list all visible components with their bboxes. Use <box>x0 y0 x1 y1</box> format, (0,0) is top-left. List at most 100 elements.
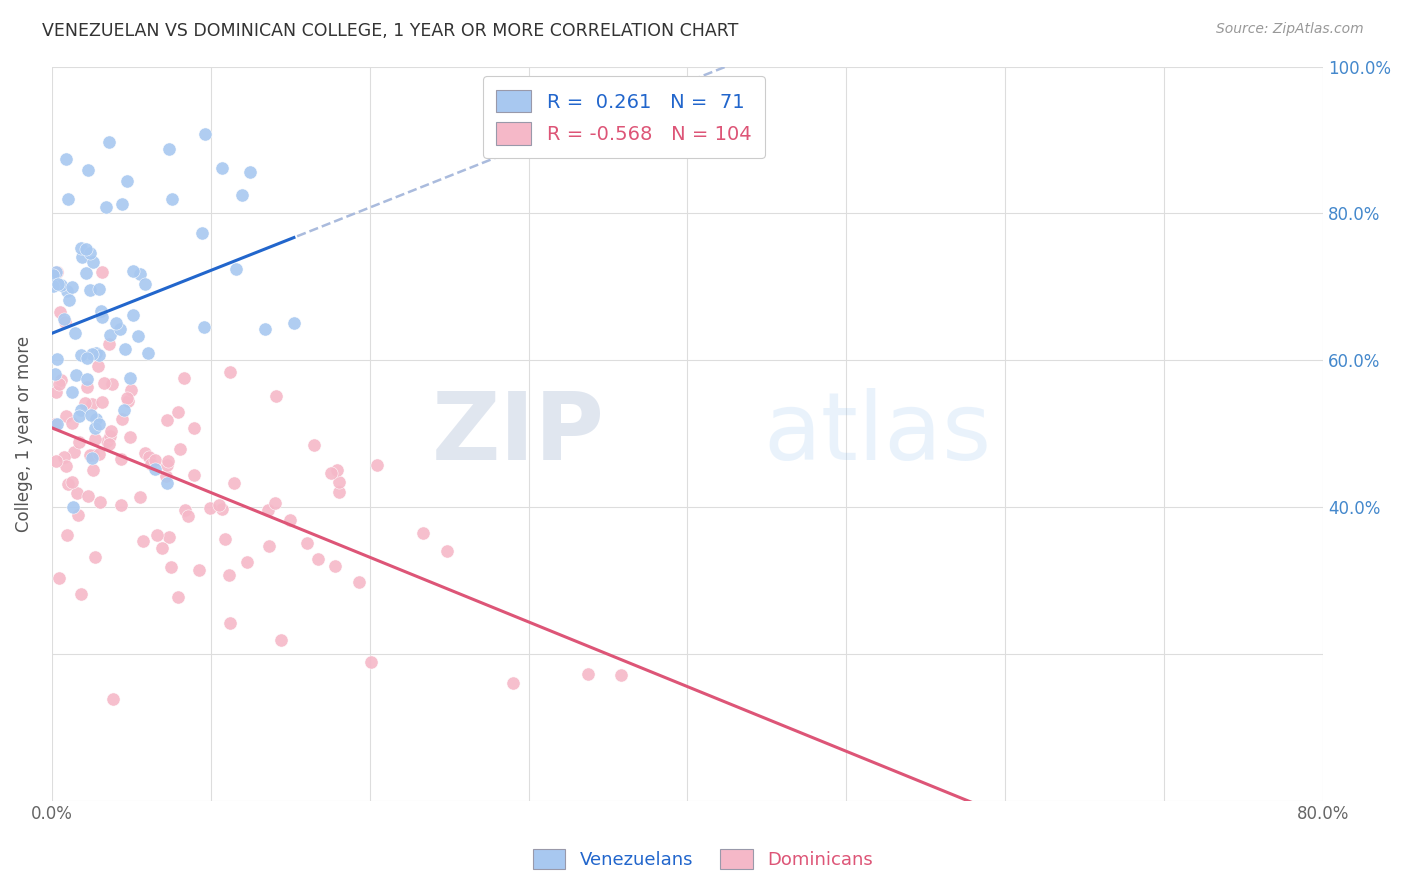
Point <box>82 463 104 477</box>
Point <box>264 496 287 510</box>
Point <box>97 437 120 451</box>
Point <box>156 413 179 427</box>
Text: VENEZUELAN VS DOMINICAN COLLEGE, 1 YEAR OR MORE CORRELATION CHART: VENEZUELAN VS DOMINICAN COLLEGE, 1 YEAR … <box>42 22 738 40</box>
Point <box>70 241 93 255</box>
Point <box>55 152 77 166</box>
Point <box>576 667 599 681</box>
Point <box>89 495 111 509</box>
Point <box>257 539 280 553</box>
Point <box>80 408 103 422</box>
Point <box>122 309 145 323</box>
Point <box>58 293 80 307</box>
Point <box>264 389 287 403</box>
Point <box>53 312 76 326</box>
Point <box>218 365 240 379</box>
Point <box>56 528 79 542</box>
Point <box>84 346 107 360</box>
Point <box>91 310 114 324</box>
Point <box>183 467 205 482</box>
Point <box>502 676 524 690</box>
Point <box>111 196 134 211</box>
Point <box>167 405 190 419</box>
Point <box>156 454 179 468</box>
Point <box>160 192 183 206</box>
Point <box>222 476 245 491</box>
Point <box>45 352 67 367</box>
Point <box>82 255 104 269</box>
Point <box>100 428 122 442</box>
Point <box>76 351 98 365</box>
Point <box>143 452 166 467</box>
Point <box>75 266 97 280</box>
Point <box>76 380 98 394</box>
Point <box>145 527 167 541</box>
Point <box>58 192 80 206</box>
Point <box>117 394 139 409</box>
Point <box>156 476 179 491</box>
Point <box>97 135 120 149</box>
Point <box>45 417 67 431</box>
Point <box>156 458 179 473</box>
Point <box>79 245 101 260</box>
Point <box>238 165 260 179</box>
Point <box>610 668 633 682</box>
Point <box>60 280 83 294</box>
Point <box>214 532 236 546</box>
Point <box>60 475 83 489</box>
Point <box>49 305 72 319</box>
Point <box>56 477 79 491</box>
Point <box>253 322 276 336</box>
Point <box>218 568 240 582</box>
Point <box>328 475 350 490</box>
Point <box>70 587 93 601</box>
Point <box>100 424 122 438</box>
Point <box>231 187 253 202</box>
Point <box>225 262 247 277</box>
Point <box>115 391 138 405</box>
Point <box>155 468 177 483</box>
Point <box>48 376 70 391</box>
Point <box>75 242 97 256</box>
Point <box>347 575 370 590</box>
Point <box>77 163 100 178</box>
Point <box>436 544 458 558</box>
Point <box>157 530 180 544</box>
Point <box>75 396 97 410</box>
Point <box>60 385 83 400</box>
Point <box>127 329 149 343</box>
Text: ZIP: ZIP <box>432 388 605 480</box>
Text: Source: ZipAtlas.com: Source: ZipAtlas.com <box>1216 22 1364 37</box>
Point <box>53 450 76 464</box>
Point <box>360 655 382 669</box>
Point <box>150 541 173 556</box>
Point <box>84 549 107 564</box>
Point <box>321 466 343 480</box>
Point <box>42 268 65 283</box>
Point <box>79 283 101 297</box>
Point <box>169 442 191 457</box>
Point <box>55 458 77 473</box>
Point <box>121 263 143 277</box>
Point <box>46 277 69 291</box>
Point <box>62 500 84 514</box>
Point <box>174 503 197 517</box>
Point <box>79 448 101 462</box>
Point <box>87 417 110 432</box>
Point <box>120 383 142 397</box>
Point <box>65 368 87 382</box>
Point <box>143 462 166 476</box>
Point <box>219 616 242 631</box>
Legend: Venezuelans, Dominicans: Venezuelans, Dominicans <box>524 839 882 879</box>
Point <box>117 174 139 188</box>
Point <box>94 200 117 214</box>
Point <box>49 373 72 387</box>
Point <box>65 326 87 340</box>
Point <box>187 563 209 577</box>
Point <box>166 590 188 604</box>
Point <box>45 265 67 279</box>
Point <box>83 421 105 435</box>
Point <box>56 284 79 298</box>
Point <box>236 555 259 569</box>
Point <box>270 633 292 648</box>
Point <box>67 435 90 450</box>
